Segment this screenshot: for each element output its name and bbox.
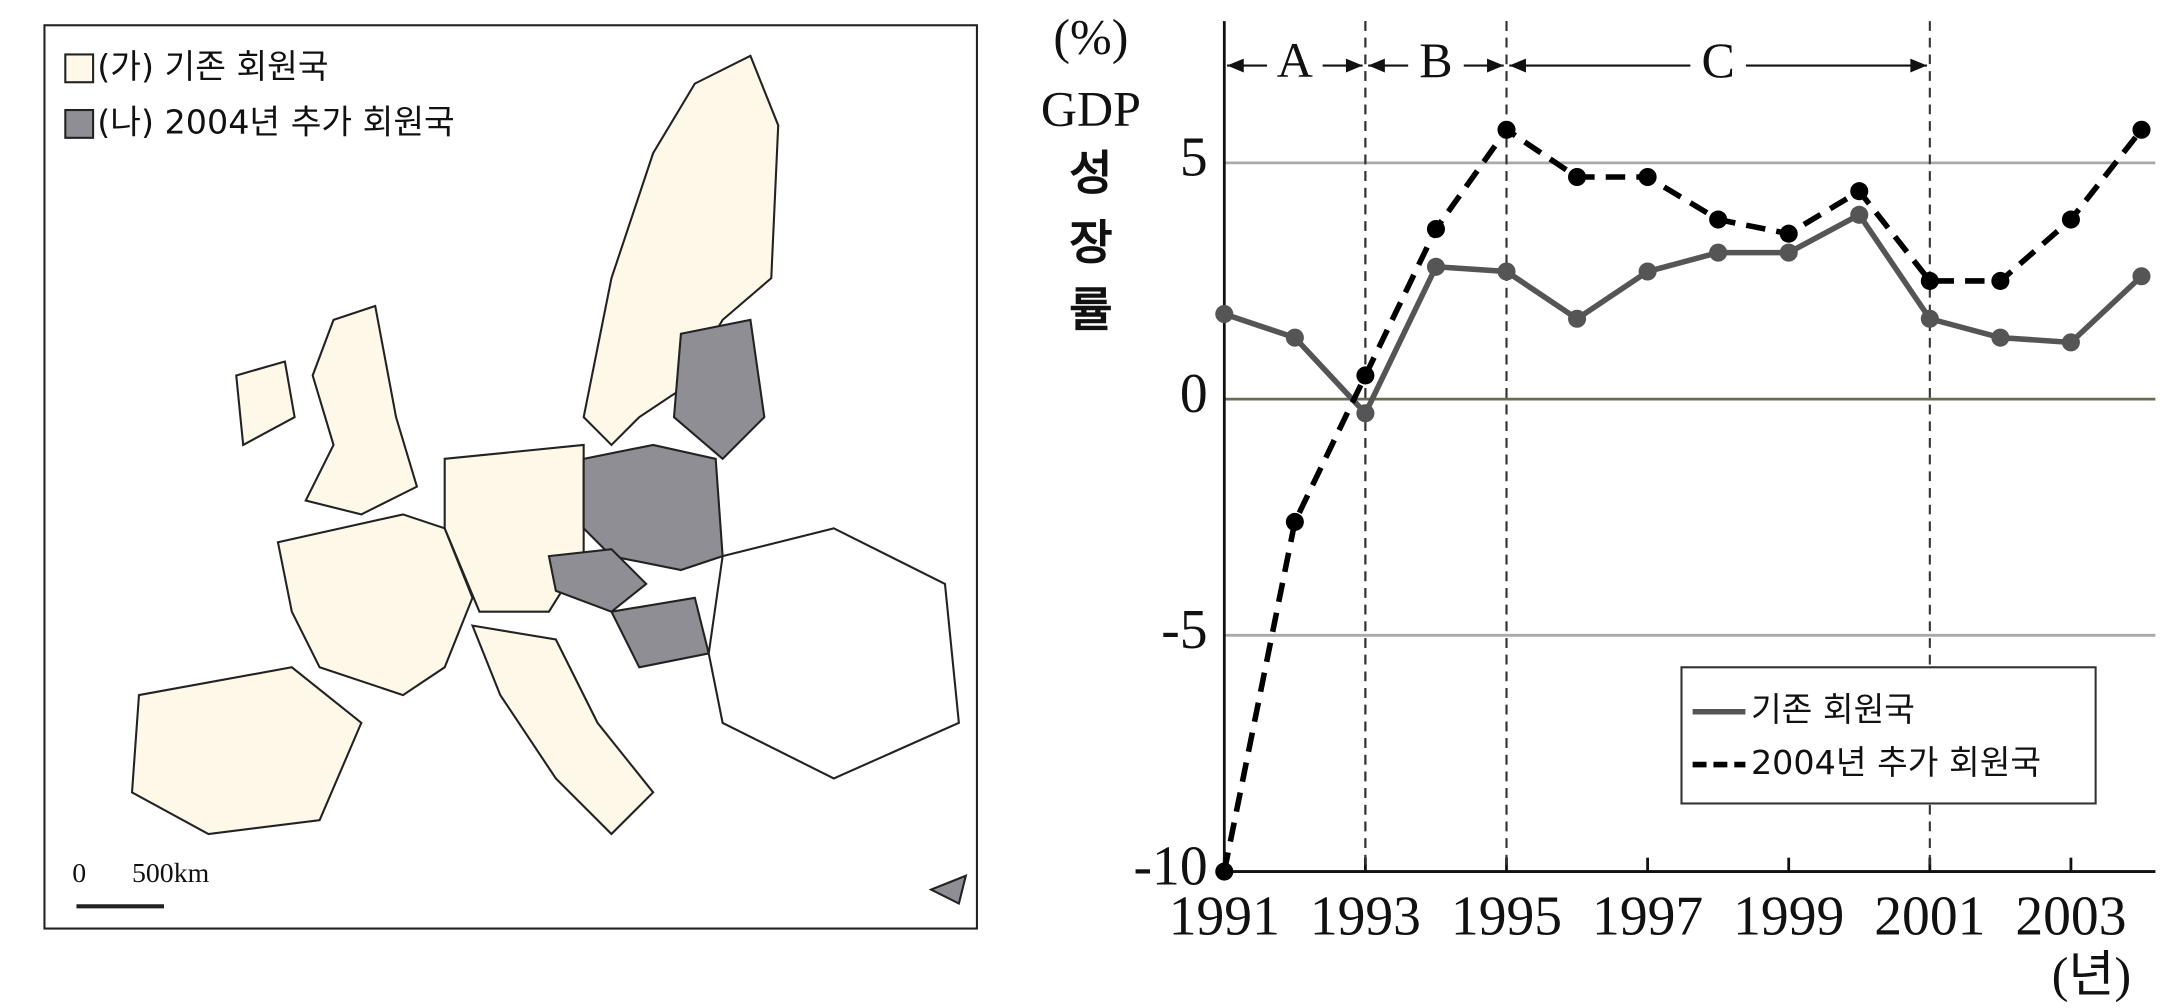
point: [2061, 210, 2080, 229]
point: [1920, 271, 1939, 290]
point: [1991, 271, 2010, 290]
map: [43, 24, 978, 930]
germany: [443, 443, 585, 613]
y-tick-label: 5: [1180, 127, 1208, 189]
point: [1497, 262, 1516, 281]
y-label: 률: [1069, 283, 1112, 338]
point: [1568, 167, 1587, 187]
series-line: [1223, 211, 2144, 419]
point: [1638, 262, 1657, 281]
legend-swatch: [64, 108, 95, 139]
scale-label: 0: [72, 858, 86, 889]
france: [276, 513, 474, 697]
point: [2132, 120, 2151, 139]
point: [1920, 309, 1939, 328]
point: [1285, 328, 1304, 347]
legend-label: 2004년 추가 회원국: [1751, 743, 2041, 782]
point: [1638, 167, 1657, 187]
point: [1285, 512, 1304, 531]
cyprus: [928, 874, 968, 906]
x-tick-label: 1999: [1733, 885, 1844, 947]
x-tick-label: 2001: [1874, 885, 1985, 947]
map-legend: (가) 기존 회원국: [97, 47, 328, 86]
arrow-head: [1368, 58, 1504, 73]
x-unit: (년): [2052, 946, 2131, 1002]
plot: -10 -5 0 5 1991 1993 1995 1997 1999 2001 2003 A B C 기존…: [1134, 21, 2156, 947]
point: [1991, 328, 2010, 347]
legend-swatch: [64, 53, 95, 84]
scale-label: 500km: [132, 858, 210, 889]
point: [1779, 224, 1798, 243]
point: [1426, 219, 1445, 239]
period-label: C: [1701, 32, 1734, 88]
x-tick-label: 1993: [1310, 885, 1421, 947]
x-tick-label: 2003: [2015, 885, 2126, 947]
period-label: B: [1419, 32, 1452, 88]
map-legend: (나) 2004년 추가 회원국: [97, 102, 454, 141]
period-label: A: [1277, 32, 1313, 88]
x-tick-label: 1995: [1451, 885, 1562, 947]
point: [2132, 267, 2151, 286]
poland: [582, 443, 724, 572]
east-europe: [707, 527, 960, 780]
baltics: [672, 318, 766, 461]
point: [2061, 333, 2080, 352]
italy: [470, 624, 655, 836]
point: [1215, 862, 1234, 881]
ireland: [235, 360, 296, 447]
legend-label: 기존 회원국: [1751, 690, 1915, 729]
x-tick-label: 1991: [1169, 885, 1280, 947]
point: [1356, 366, 1375, 385]
y-unit: (%): [1053, 8, 1128, 64]
arrow-head: [1227, 58, 1363, 73]
point: [1497, 120, 1516, 139]
x-tick-label: 1997: [1592, 885, 1703, 947]
y-label: 성: [1069, 147, 1112, 202]
czech: [547, 548, 648, 613]
point: [1709, 243, 1728, 262]
y-tick-label: -10: [1134, 835, 1208, 897]
uk: [304, 304, 419, 516]
y-label: GDP: [1041, 81, 1141, 137]
legend-box: [1680, 666, 2097, 805]
point: [1850, 182, 1869, 201]
point: [1215, 304, 1234, 324]
y-label: 장: [1069, 216, 1112, 271]
y-tick-label: -5: [1161, 599, 1207, 661]
iberia: [130, 666, 363, 836]
point: [1850, 205, 1869, 224]
point: [1568, 309, 1587, 328]
point: [1779, 243, 1798, 262]
y-tick-label: 0: [1180, 363, 1208, 425]
point: [1709, 210, 1728, 229]
point: [1426, 257, 1445, 276]
point: [1356, 404, 1375, 423]
scandinavia: [582, 54, 780, 447]
